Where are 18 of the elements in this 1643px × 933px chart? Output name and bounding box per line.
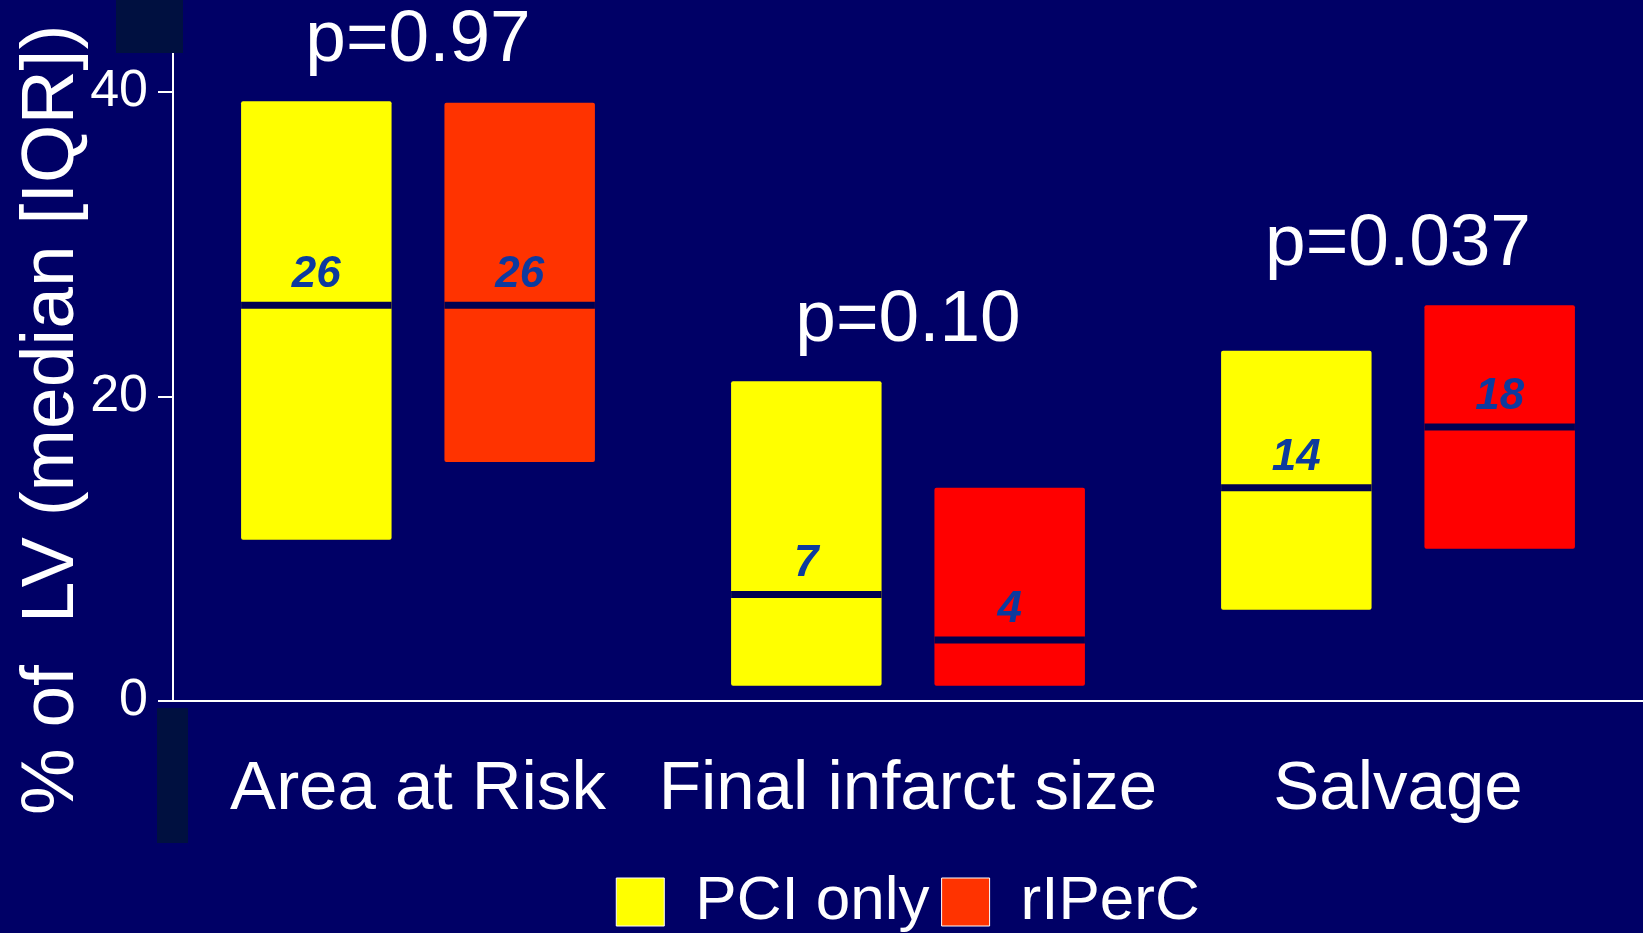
legend-label: PCI only (695, 863, 930, 933)
annotation: p=0.10 (795, 275, 1021, 357)
annotation: p=0.97 (305, 0, 531, 77)
y-tick-label: 0 (119, 668, 148, 727)
y-axis-title: % of LV (median [IQR]) (4, 24, 89, 816)
x-tick-label: Final infarct size (658, 747, 1158, 825)
text: 7 (794, 536, 819, 586)
text: 4 (997, 582, 1022, 632)
y-tick-label: 20 (90, 363, 148, 422)
x-tick-label: Area at Risk (230, 747, 607, 825)
text: 18 (1475, 368, 1525, 418)
annotation: p=0.037 (1265, 199, 1531, 281)
text: 14 (1271, 429, 1321, 479)
text: 26 (495, 247, 545, 297)
y-tick-label: 40 (90, 59, 148, 118)
text: 26 (291, 247, 341, 297)
legend-label: rIPerC (1020, 863, 1200, 933)
x-tick-label: Salvage (1273, 747, 1523, 825)
